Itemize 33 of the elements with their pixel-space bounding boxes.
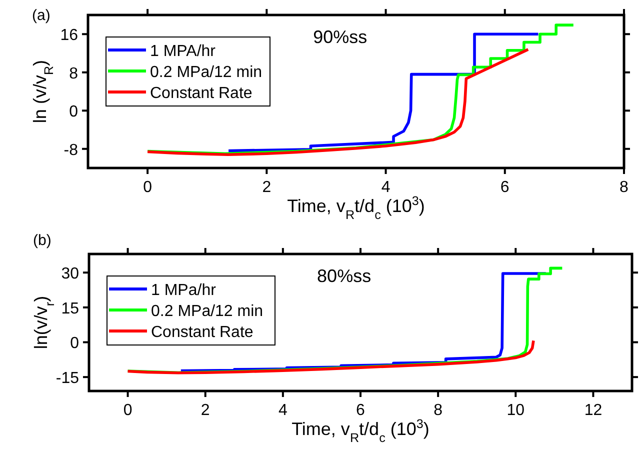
legend-label: 1 MPA/hr <box>150 43 216 60</box>
x-tick-label: 2 <box>200 402 210 419</box>
y-tick-label: 16 <box>60 27 78 44</box>
legend-label: 0.2 MPa/12 min <box>150 64 262 81</box>
x-tick-label: 8 <box>434 402 443 419</box>
x-tick-label: 0 <box>143 179 152 196</box>
y-tick-label: 15 <box>61 300 80 318</box>
annotation: 90%ss <box>313 27 368 47</box>
y-tick-label: 30 <box>61 266 80 283</box>
legend-label: 1 MPa/hr <box>151 282 217 299</box>
x-tick-label: 4 <box>381 179 390 196</box>
x-tick-label: 12 <box>584 402 602 419</box>
legend-label: 0.2 MPa/12 min <box>151 303 264 320</box>
y-tick-label: 0 <box>70 335 80 352</box>
y-tick-label: 8 <box>69 65 78 82</box>
x-tick-label: 4 <box>278 402 288 419</box>
legend-label: Constant Rate <box>150 85 252 102</box>
line-series <box>126 339 535 374</box>
text: (b) <box>33 232 52 249</box>
y-tick-label: 0 <box>69 104 78 121</box>
x-tick-label: 2 <box>262 179 272 196</box>
x-tick-label: 6 <box>500 179 510 196</box>
x-tick-label: 0 <box>123 402 132 419</box>
x-tick-label: 6 <box>356 402 366 419</box>
annotation: 80%ss <box>317 266 372 286</box>
text: (a) <box>32 7 50 24</box>
x-tick-label: 8 <box>620 179 629 196</box>
x-axis-title: Time, v$_{R}$t/d$_{c}$ (10$^{3}$) <box>287 194 425 222</box>
legend-label: Constant Rate <box>151 324 254 341</box>
x-tick-label: 10 <box>506 402 525 419</box>
y-tick-label: -15 <box>56 370 80 388</box>
x-axis-title: Time, v$_{R}$t/d$_{c}$ (10$^{3}$) <box>292 417 430 445</box>
y-tick-label: -8 <box>64 142 78 159</box>
